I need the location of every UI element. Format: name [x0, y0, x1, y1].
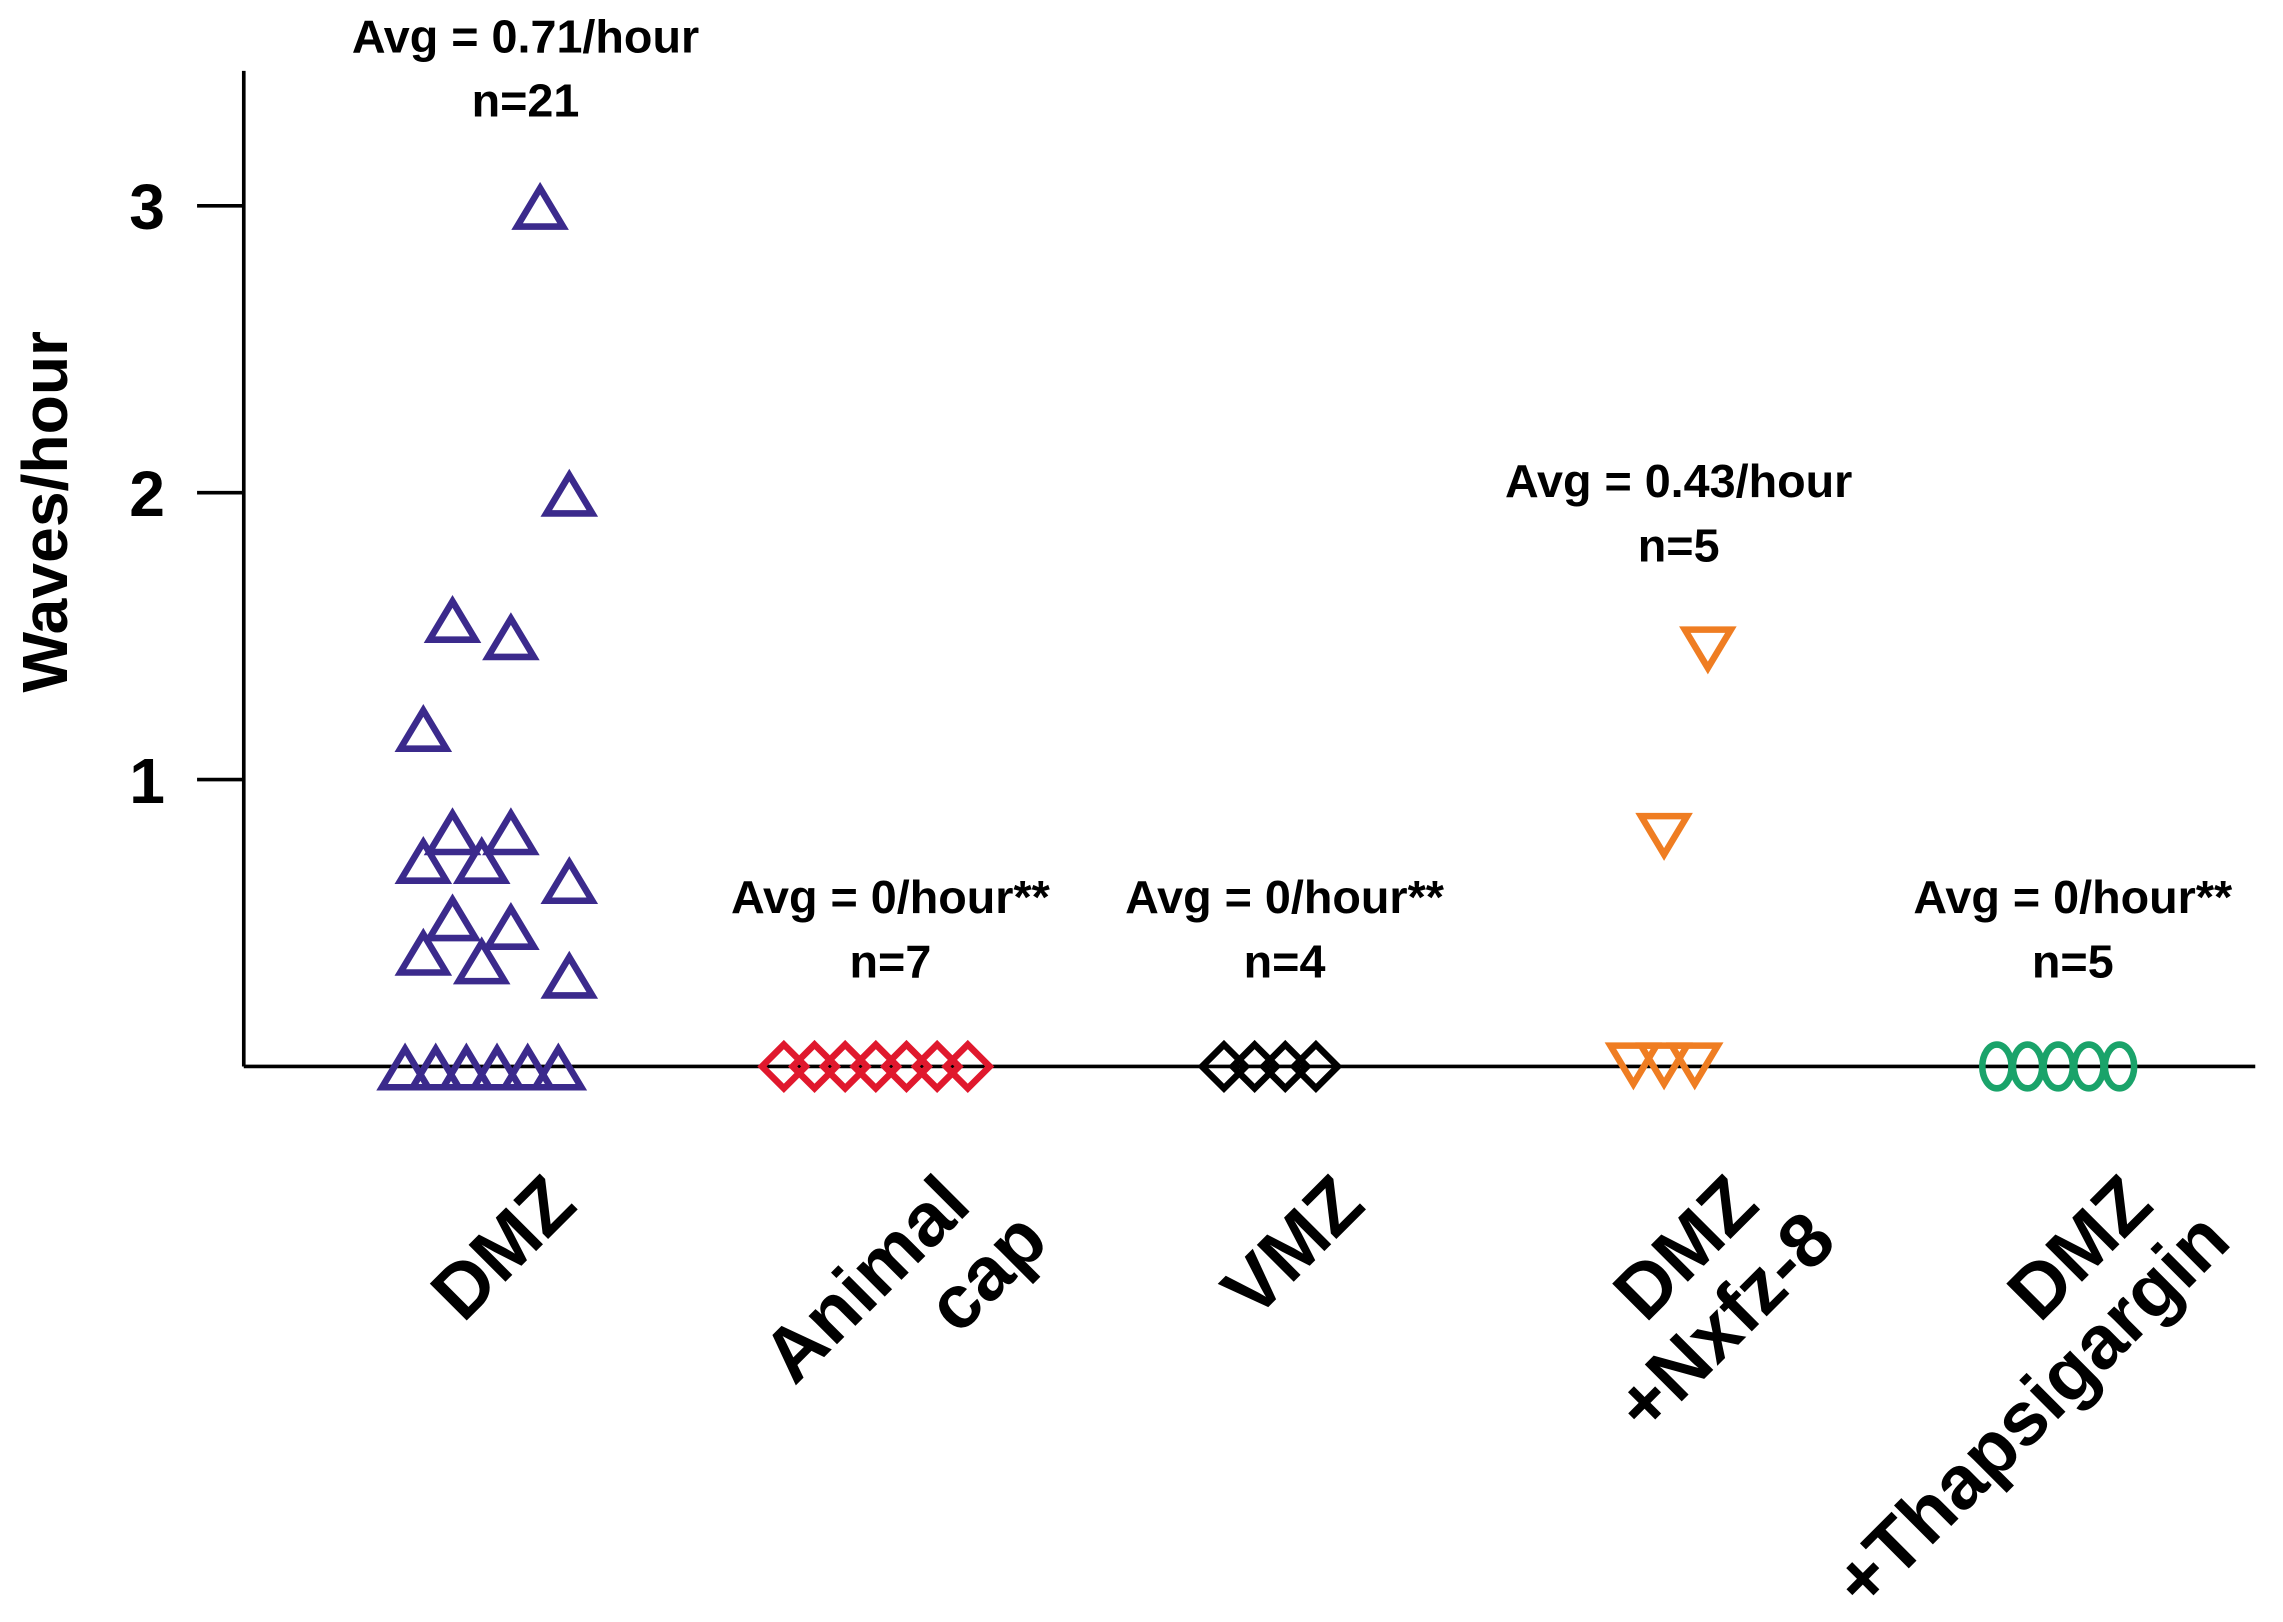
data-point: [529, 1042, 588, 1091]
data-point: [423, 893, 482, 942]
data-point: [1289, 1039, 1343, 1093]
x-tick-label: VMZ: [1206, 1160, 1379, 1333]
data-point: [437, 1042, 496, 1091]
x-tick-label-group: DMZ+Nxfz-8: [1597, 1160, 1851, 1449]
data-point: [2101, 1041, 2138, 1092]
data-point: [540, 950, 599, 999]
data-point: [394, 704, 453, 752]
annotation: n=5: [1638, 519, 1720, 571]
x-tick-label-group: DMZ: [415, 1160, 591, 1336]
data-point: [452, 936, 511, 985]
annotation: n=21: [472, 75, 580, 127]
data-point: [376, 1042, 434, 1091]
x-tick-label: DMZ: [415, 1160, 591, 1336]
y-axis-title: Waves/hour: [9, 331, 81, 693]
data-point: [452, 835, 511, 884]
data-point: [394, 835, 453, 884]
data-point: [1635, 1042, 1693, 1091]
annotation: Avg = 0/hour**: [1125, 871, 1445, 923]
data-point: [423, 594, 482, 643]
y-tick-label: 1: [129, 745, 165, 817]
annotation: Avg = 0/hour**: [731, 871, 1051, 923]
data-point: [482, 807, 540, 856]
data-point: [540, 468, 599, 517]
data-point: [394, 927, 453, 976]
data-point: [482, 612, 540, 661]
data-point: [482, 901, 540, 950]
annotation: n=7: [850, 935, 932, 987]
data-point: [511, 181, 569, 230]
data-point: [423, 807, 482, 856]
data-point: [941, 1039, 995, 1093]
data-point: [1665, 1042, 1724, 1091]
data-point: [468, 1042, 526, 1091]
annotation: n=5: [2032, 935, 2114, 987]
data-point: [1635, 812, 1693, 861]
annotation: Avg = 0/hour**: [1913, 871, 2233, 923]
data-point: [540, 856, 599, 905]
data-point: [1604, 1042, 1663, 1091]
data-point: [406, 1042, 465, 1091]
annotation: Avg = 0.43/hour: [1505, 455, 1852, 507]
x-tick-label-group: VMZ: [1206, 1160, 1379, 1333]
x-tick-label-group: DMZ+Thapsigargin: [1817, 1160, 2245, 1622]
annotation: n=4: [1244, 935, 1326, 987]
annotation: Avg = 0.71/hour: [352, 10, 699, 62]
y-tick-label: 3: [129, 171, 165, 243]
data-point: [498, 1042, 557, 1091]
data-point: [1679, 626, 1737, 675]
y-tick-label: 2: [129, 458, 165, 530]
